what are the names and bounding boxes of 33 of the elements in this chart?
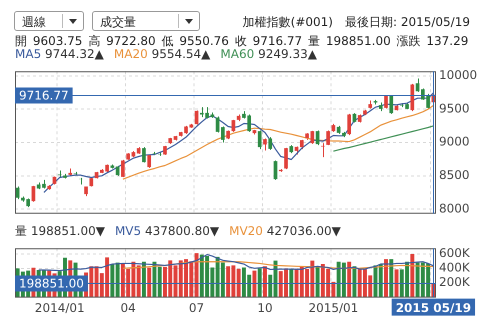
- text: 9249.33▲: [257, 47, 317, 61]
- x-tick-label: 10: [257, 300, 273, 315]
- text: MA5: [15, 47, 42, 61]
- y-tick-label: 600K: [439, 246, 471, 260]
- text: 427036.00▼: [266, 224, 341, 238]
- text: MA60: [220, 47, 254, 61]
- x-tick-label: 2015 05/19: [396, 300, 472, 315]
- text: 9744.32▲: [44, 47, 104, 61]
- dropdown-field: 成交量: [92, 11, 200, 31]
- text: 198851.00▼: [30, 224, 105, 238]
- y-tick-label: 9500: [439, 101, 470, 116]
- y-tick-label: 8000: [439, 201, 470, 216]
- y-tick-label: 9000: [439, 134, 470, 149]
- y-tick-label: 10000: [439, 68, 478, 82]
- x-tick-label: 04: [120, 300, 136, 315]
- series-label: MV20: [229, 224, 263, 238]
- text: 開 9603.75 高 9722.80 低 9550.76 收 9716.77 量 198851.00 漲跌 137.29: [15, 33, 468, 49]
- text: MV5: [114, 224, 142, 238]
- text: 9554.54▲: [150, 47, 210, 61]
- text: 量: [15, 224, 27, 238]
- x-tick-label: 07: [188, 300, 204, 315]
- y-tick-label: 200K: [439, 275, 471, 290]
- chart-subtitle: 最後日期: 2015/05/19: [344, 15, 470, 29]
- x-tick-label: 2014/01: [34, 300, 85, 315]
- x-tick-label: 2015/01: [308, 300, 358, 315]
- y-tick-label: 8500: [439, 168, 470, 182]
- ref-line-label: 198851.00: [19, 276, 84, 291]
- text: MA20: [114, 47, 148, 61]
- chart-title: 加權指數(#001): [242, 15, 333, 29]
- ref-line-label: 9716.77: [19, 88, 69, 103]
- y-tick-label: 400K: [439, 260, 471, 275]
- text: 437800.80▼: [144, 224, 220, 238]
- dropdown-field: 週線: [14, 11, 84, 31]
